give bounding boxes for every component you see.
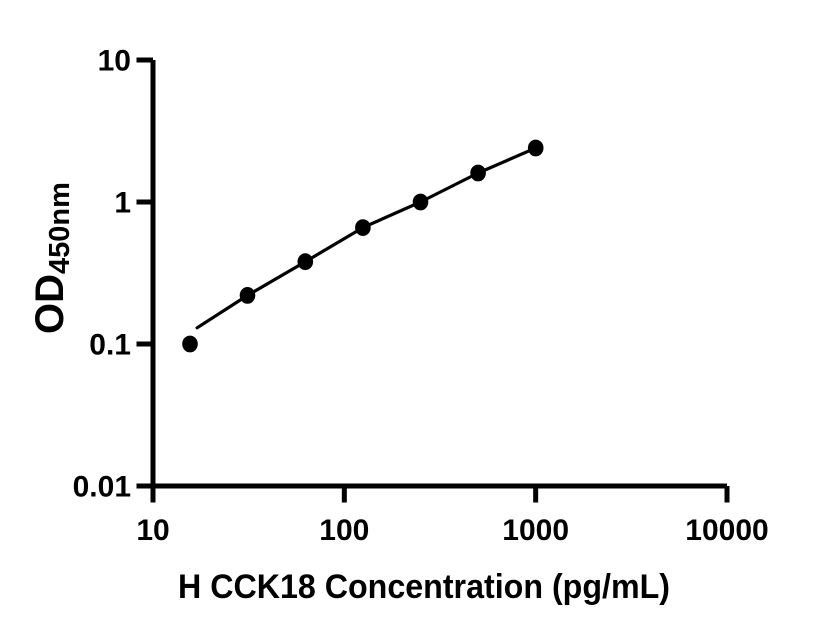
data-point [470, 164, 486, 182]
data-point [355, 219, 371, 237]
y-tick-label: 0.1 [89, 329, 131, 362]
x-tick-label: 1000 [502, 514, 569, 547]
y-tick-label: 10 [98, 45, 131, 78]
data-point [297, 253, 314, 271]
y-axis-title-subscript: 450nm [44, 182, 76, 274]
y-tick-label: 1 [114, 187, 131, 220]
axis-lines [150, 60, 727, 489]
x-tick-label: 10 [136, 514, 169, 547]
data-point [527, 139, 544, 157]
y-axis-ticks: 10 1 0.1 0.01 [73, 45, 153, 504]
data-point [412, 193, 429, 211]
x-axis-ticks: 10 100 1000 10000 [136, 486, 769, 547]
x-tick-label: 100 [319, 514, 369, 547]
y-axis-title-main-text: OD [28, 274, 72, 334]
axis-frame [150, 60, 727, 489]
y-tick-label: 0.01 [73, 471, 131, 504]
y-axis-title: OD450nm [28, 182, 76, 334]
data-point [182, 335, 198, 353]
data-points-group [182, 139, 544, 353]
data-point [239, 287, 256, 304]
x-axis-title: H CCK18 Concentration (pg/mL) [178, 568, 670, 606]
x-tick-label: 10000 [685, 514, 768, 547]
